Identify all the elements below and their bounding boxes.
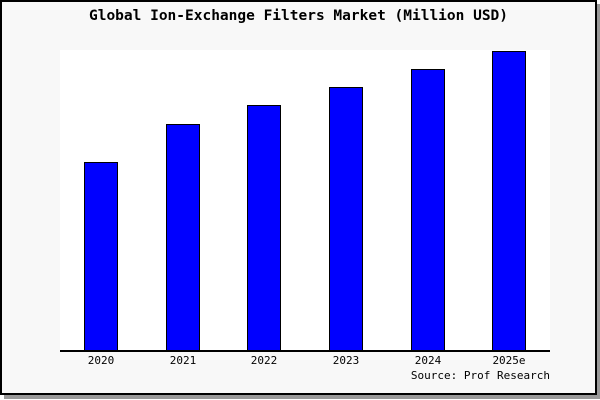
bar-2022	[247, 105, 281, 350]
x-tick-label-2022: 2022	[250, 354, 278, 367]
x-tick-label-2023: 2023	[332, 354, 360, 367]
bar-2021	[166, 124, 200, 350]
x-tick-label-2020: 2020	[87, 354, 115, 367]
bar-2020	[84, 162, 118, 350]
source-label: Source: Prof Research	[410, 369, 550, 382]
bars-container	[60, 50, 550, 350]
chart-title: Global Ion-Exchange Filters Market (Mill…	[88, 8, 509, 24]
bar-2023	[329, 87, 363, 350]
x-tick-label-2025e: 2025e	[492, 354, 526, 367]
bar-2024	[411, 69, 445, 350]
plot-area	[60, 50, 550, 352]
x-tick-label-2021: 2021	[169, 354, 197, 367]
x-tick-label-2024: 2024	[414, 354, 442, 367]
bar-2025e	[492, 51, 526, 350]
